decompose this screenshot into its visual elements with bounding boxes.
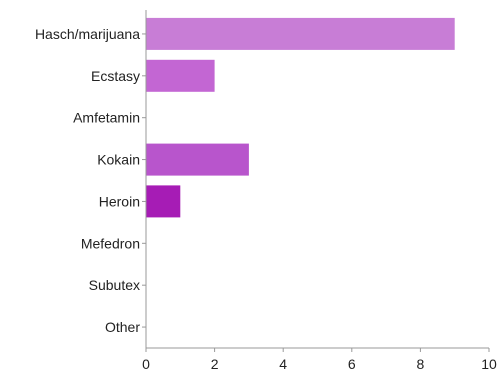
- x-tick-label: 6: [348, 356, 356, 372]
- y-tick-label: Mefedron: [81, 235, 140, 251]
- y-tick-label: Heroin: [99, 193, 140, 209]
- x-tick-label: 2: [211, 356, 219, 372]
- bar-kokain: [146, 143, 249, 176]
- y-tick-label: Amfetamin: [73, 110, 140, 126]
- x-tick-label: 10: [481, 356, 497, 372]
- y-tick-label: Kokain: [97, 152, 140, 168]
- y-tick-label: Hasch/marijuana: [35, 26, 140, 42]
- bar-heroin: [146, 185, 181, 218]
- bar-ecstasy: [146, 59, 215, 92]
- x-tick-label: 0: [142, 356, 150, 372]
- x-tick-label: 4: [279, 356, 287, 372]
- y-tick-label: Ecstasy: [91, 68, 140, 84]
- y-tick-label: Other: [105, 319, 140, 335]
- bar-hasch-marijuana: [146, 17, 455, 50]
- x-tick-label: 8: [417, 356, 425, 372]
- y-tick-label: Subutex: [89, 277, 140, 293]
